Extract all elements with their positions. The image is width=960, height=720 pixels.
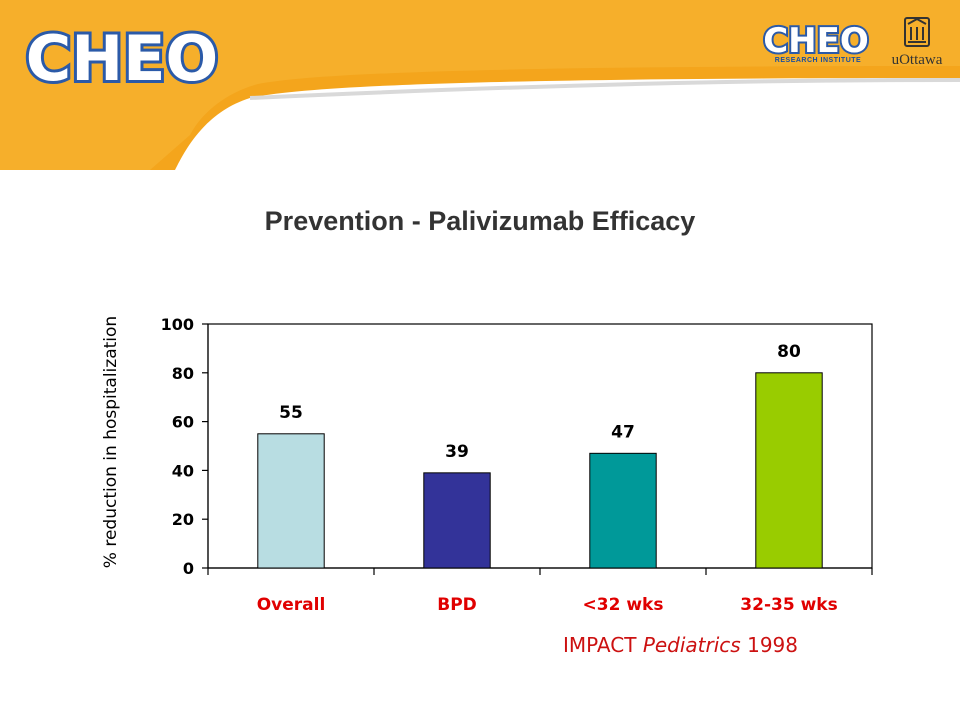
y-axis-title: % reduction in hospitalization xyxy=(101,316,121,568)
bar-1 xyxy=(257,433,325,569)
bars xyxy=(257,372,823,569)
category-labels: Overall BPD <32 wks 32-35 wks xyxy=(257,595,838,615)
bar-2 xyxy=(423,472,491,569)
category-label: Overall xyxy=(257,595,326,615)
citation-year: 1998 xyxy=(747,633,798,657)
category-label: 32-35 wks xyxy=(740,595,837,615)
research-institute-logo: CHEO xyxy=(762,19,870,63)
cheo-logo: CHEO xyxy=(23,19,221,98)
slide-title: Prevention - Palivizumab Efficacy xyxy=(264,206,696,236)
y-tick-label: 0 xyxy=(183,559,194,578)
data-label: 47 xyxy=(611,422,635,442)
bar-chart: % reduction in hospitalization 0 20 40 60 80… xyxy=(101,315,873,615)
data-label: 80 xyxy=(777,342,801,362)
y-tick-label: 80 xyxy=(172,364,194,383)
y-tick-label: 20 xyxy=(172,510,194,529)
research-logo-text: CHEO xyxy=(763,21,869,61)
y-ticks: 0 20 40 60 80 100 xyxy=(161,315,208,578)
y-tick-label: 40 xyxy=(172,461,194,480)
data-labels: 55 39 47 80 xyxy=(279,342,801,462)
data-label: 39 xyxy=(445,442,469,462)
cheo-logo-text: CHEO xyxy=(26,22,218,95)
category-label: BPD xyxy=(437,595,477,615)
uottawa-logo xyxy=(904,17,930,47)
category-label: <32 wks xyxy=(583,595,664,615)
bar-3 xyxy=(589,452,657,569)
data-label: 55 xyxy=(279,403,303,423)
bar-4 xyxy=(755,372,823,569)
citation: IMPACT Pediatrics 1998 xyxy=(563,633,798,657)
header-band xyxy=(0,0,960,170)
y-tick-label: 100 xyxy=(161,315,194,334)
y-tick-label: 60 xyxy=(172,413,194,432)
x-ticks xyxy=(207,568,873,575)
university-building-icon xyxy=(904,17,930,47)
citation-authors: IMPACT xyxy=(563,633,637,657)
citation-journal: Pediatrics xyxy=(642,633,741,657)
uottawa-wordmark: uOttawa xyxy=(891,52,943,68)
research-institute-label: RESEARCH INSTITUTE xyxy=(774,57,862,64)
